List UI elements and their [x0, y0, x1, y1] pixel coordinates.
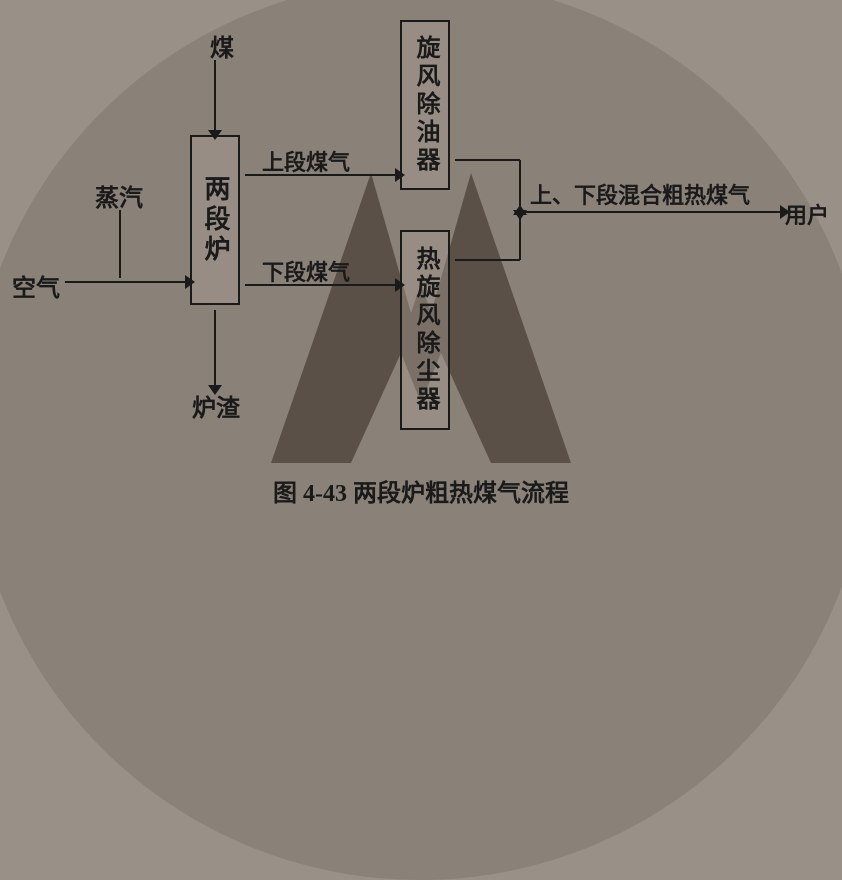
label-steam: 蒸汽 — [95, 178, 143, 213]
label-mixed-gas: 上、下段混合粗热煤气 — [530, 178, 750, 210]
box-oil-remover-label: 旋风除油器 — [413, 35, 437, 175]
box-oil-remover: 旋风除油器 — [400, 20, 450, 190]
box-furnace: 两段炉 — [190, 135, 240, 305]
box-furnace-label: 两段炉 — [202, 175, 228, 265]
box-dust-remover: 热旋风除尘器 — [400, 230, 450, 430]
flowchart: 煤 蒸汽 空气 炉渣 上段煤气 下段煤气 上、下段混合粗热煤气 用户 两段炉 旋… — [0, 0, 842, 523]
label-upper-gas: 上段煤气 — [262, 145, 350, 177]
label-lower-gas: 下段煤气 — [262, 255, 350, 287]
caption-text: 图 4-43 两段炉粗热煤气流程 — [273, 481, 569, 507]
label-coal: 煤 — [210, 28, 234, 63]
box-dust-remover-label: 热旋风除尘器 — [413, 246, 437, 414]
figure-caption: 图 4-43 两段炉粗热煤气流程 — [0, 473, 842, 508]
label-air: 空气 — [12, 268, 60, 303]
label-user: 用户 — [785, 198, 829, 230]
